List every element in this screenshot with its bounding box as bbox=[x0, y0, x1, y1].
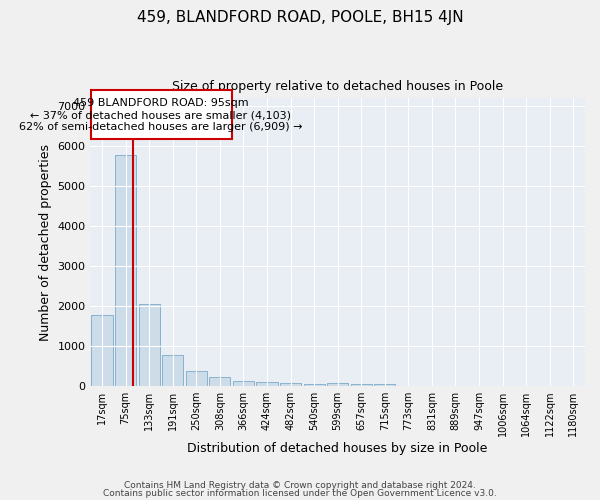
Bar bbox=[139, 304, 160, 386]
Bar bbox=[91, 315, 113, 386]
Bar bbox=[256, 382, 278, 386]
Text: ← 37% of detached houses are smaller (4,103): ← 37% of detached houses are smaller (4,… bbox=[31, 110, 292, 120]
FancyBboxPatch shape bbox=[91, 90, 232, 139]
Bar bbox=[374, 384, 395, 386]
Bar bbox=[280, 383, 301, 386]
Bar bbox=[162, 354, 184, 386]
Text: 62% of semi-detached houses are larger (6,909) →: 62% of semi-detached houses are larger (… bbox=[19, 122, 303, 132]
Bar bbox=[186, 372, 207, 386]
Bar bbox=[115, 155, 136, 386]
Bar bbox=[209, 378, 230, 386]
Bar bbox=[233, 382, 254, 386]
Bar bbox=[350, 384, 372, 386]
X-axis label: Distribution of detached houses by size in Poole: Distribution of detached houses by size … bbox=[187, 442, 488, 455]
Text: 459, BLANDFORD ROAD, POOLE, BH15 4JN: 459, BLANDFORD ROAD, POOLE, BH15 4JN bbox=[137, 10, 463, 25]
Y-axis label: Number of detached properties: Number of detached properties bbox=[39, 144, 52, 340]
Text: 459 BLANDFORD ROAD: 95sqm: 459 BLANDFORD ROAD: 95sqm bbox=[73, 98, 249, 108]
Bar bbox=[304, 384, 325, 386]
Text: Contains HM Land Registry data © Crown copyright and database right 2024.: Contains HM Land Registry data © Crown c… bbox=[124, 481, 476, 490]
Title: Size of property relative to detached houses in Poole: Size of property relative to detached ho… bbox=[172, 80, 503, 93]
Text: Contains public sector information licensed under the Open Government Licence v3: Contains public sector information licen… bbox=[103, 488, 497, 498]
Bar bbox=[327, 384, 348, 386]
